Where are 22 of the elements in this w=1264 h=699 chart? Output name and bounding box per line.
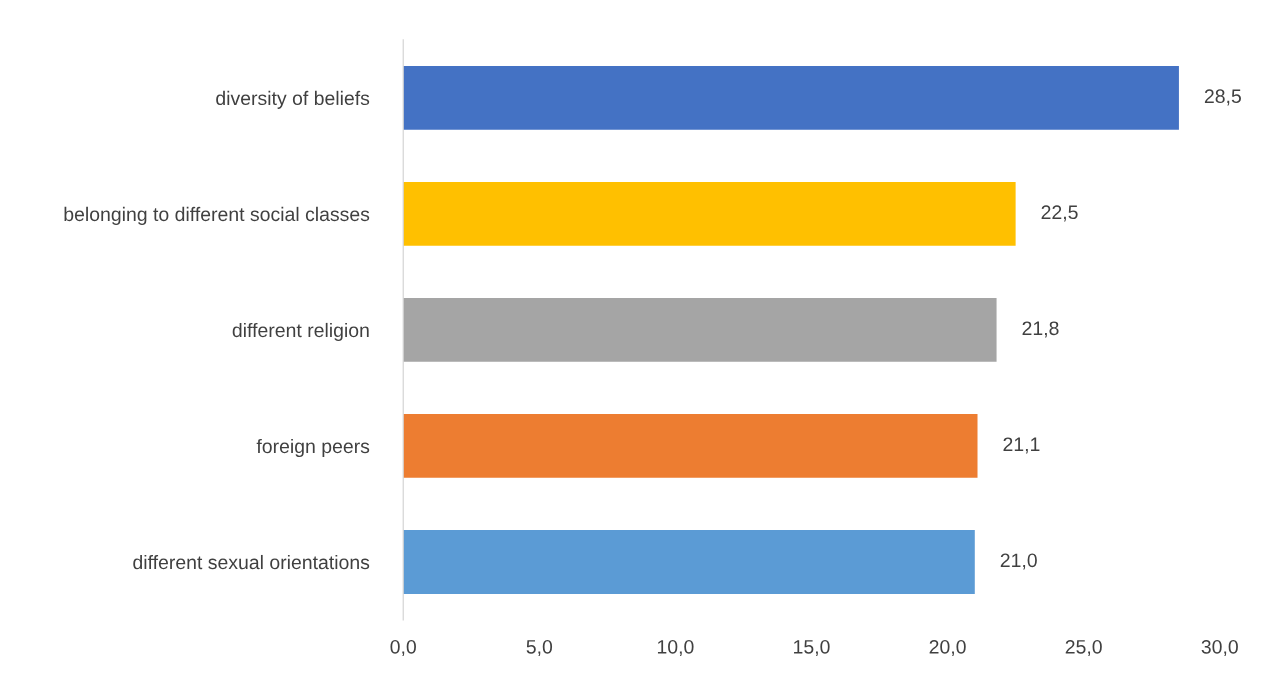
x-tick-label: 5,0 [526,639,553,657]
data-label: 21,1 [1003,437,1040,454]
bar [403,65,1179,130]
data-label: 28,5 [1204,89,1241,106]
x-tick-label: 20,0 [929,639,966,657]
x-tick-label: 0,0 [390,639,416,657]
x-tick-label: 15,0 [794,639,830,657]
x-tick-label: 25,0 [1065,639,1102,657]
x-tick-label: 10,0 [657,639,694,657]
bar [403,530,975,594]
data-label: 21,0 [1000,553,1037,570]
data-label: 21,8 [1022,321,1059,338]
y-tick-label: different sexual orientations [133,554,370,570]
bar [403,414,978,478]
y-tick-label: different religion [232,322,369,342]
y-tick-label: diversity of beliefs [216,90,370,109]
bar [403,298,997,362]
y-tick-label: belonging to different social classes [64,206,370,225]
bar [403,181,1016,246]
data-label: 22,5 [1041,205,1078,222]
y-tick-label: foreign peers [256,438,370,458]
x-tick-label: 30,0 [1201,639,1238,657]
